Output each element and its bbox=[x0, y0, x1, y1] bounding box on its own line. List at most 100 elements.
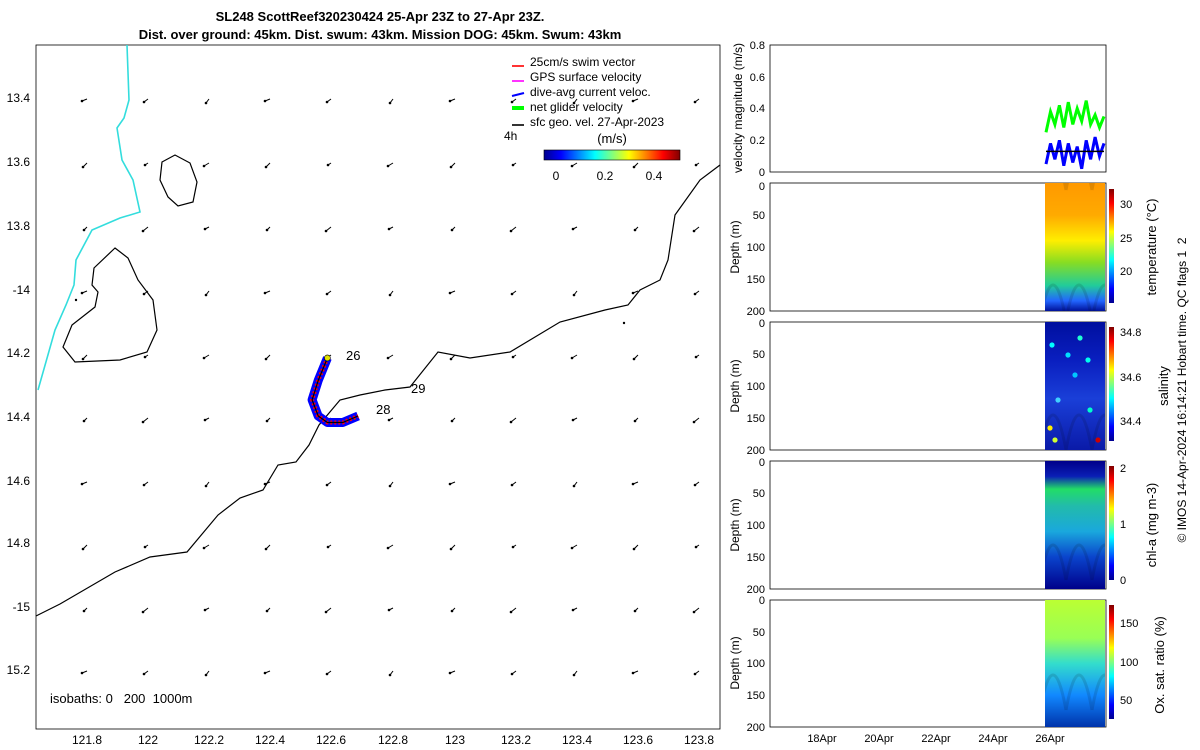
salinity-dot bbox=[1049, 342, 1055, 348]
y-tick-label: 150 bbox=[747, 690, 765, 702]
y-tick-label: 13.4 bbox=[7, 91, 31, 105]
y-tick-label: 0 bbox=[759, 457, 765, 469]
velocity-series bbox=[1044, 100, 1106, 170]
y-tick-label: -14 bbox=[13, 283, 31, 297]
x-tick-label: 123.4 bbox=[562, 733, 592, 747]
sfc-vel-arrowhead bbox=[448, 671, 452, 675]
salinity-dot bbox=[1095, 437, 1101, 443]
y-tick-label: 13.8 bbox=[7, 219, 31, 233]
shelf-isobath bbox=[35, 164, 721, 617]
sfc-vel-arrowhead bbox=[82, 609, 86, 613]
sfc-vel-arrowhead bbox=[633, 228, 637, 232]
temperature-cbar-ticks: 20 25 30 bbox=[1120, 199, 1132, 278]
cbar-tick: 34.6 bbox=[1120, 372, 1141, 384]
sfc-vel-arrowhead bbox=[263, 99, 267, 103]
chla-label: chl-a (mg m-3) bbox=[1144, 483, 1159, 568]
sfc-vel-arrowhead bbox=[81, 547, 85, 551]
y-tick-label: 200 bbox=[747, 584, 765, 596]
chart-title: SL248 ScottReef320230424 25-Apr 23Z to 2… bbox=[40, 8, 720, 44]
legend-label: GPS surface velocity bbox=[530, 70, 641, 84]
isobath-dot bbox=[622, 321, 626, 325]
sfc-vel-arrowhead bbox=[80, 482, 84, 486]
y-tick-label: 50 bbox=[753, 210, 765, 222]
cbar-tick: 100 bbox=[1120, 657, 1138, 669]
sfc-vel-arrowhead bbox=[692, 420, 696, 424]
sfc-vel-arrowhead bbox=[571, 227, 575, 231]
sfc-vel-arrowhead bbox=[265, 419, 269, 423]
age-label: 4h bbox=[504, 129, 517, 143]
sfc-vel-arrowhead bbox=[387, 227, 391, 231]
sfc-vel-arrowhead bbox=[510, 292, 514, 296]
x-tick-label: 122.2 bbox=[194, 733, 224, 747]
field-texture bbox=[1045, 461, 1105, 589]
cbar-tick: 30 bbox=[1120, 199, 1132, 211]
sfc-vel-arrowhead bbox=[633, 419, 637, 423]
colorbar-tick: 0.4 bbox=[646, 169, 663, 183]
y-tick-label: 50 bbox=[753, 488, 765, 500]
sfc-vel-arrowhead bbox=[450, 228, 454, 232]
sfc-vel-arrowhead bbox=[631, 291, 635, 295]
y-tick-label: 14.2 bbox=[7, 346, 31, 360]
y-tick-label: 100 bbox=[747, 658, 765, 670]
x-tick-label: 121.8 bbox=[72, 733, 102, 747]
date-tick-label: 26Apr bbox=[1035, 733, 1065, 745]
x-tick-label: 123.6 bbox=[623, 733, 653, 747]
salinity-label: salinity bbox=[1156, 366, 1171, 406]
temperature-colorbar bbox=[1109, 189, 1114, 303]
sfc-vel-arrowhead bbox=[265, 228, 269, 232]
cbar-tick: 25 bbox=[1120, 233, 1132, 245]
oxygen-cbar-ticks: 50 100 150 bbox=[1120, 618, 1138, 707]
y-tick-label: 14.4 bbox=[7, 410, 31, 424]
sfc-vel-arrowhead bbox=[509, 229, 513, 233]
x-tick-label: 123.2 bbox=[501, 733, 531, 747]
salinity-dot bbox=[1052, 437, 1058, 443]
sfc-vel-arrowhead bbox=[263, 671, 267, 675]
depth-ylabel: Depth (m) bbox=[728, 220, 742, 273]
sfc-vel-arrowhead bbox=[324, 610, 328, 614]
cbar-tick: 2 bbox=[1120, 463, 1126, 475]
title-line-1: SL248 ScottReef320230424 25-Apr 23Z to 2… bbox=[215, 9, 545, 24]
sfc-vel-arrowhead bbox=[631, 482, 635, 486]
sfc-vel-arrowhead bbox=[202, 356, 206, 360]
sfc-vel-arrowhead bbox=[326, 545, 330, 549]
sfc-vel-arrowhead bbox=[326, 163, 330, 167]
y-tick-label: 0.2 bbox=[750, 135, 765, 147]
velocity-panel: 0 0.2 0.4 0.6 0.8 velocity magnitude (m/… bbox=[731, 40, 1107, 179]
sfc-vel-arrowhead bbox=[204, 293, 208, 297]
sfc-vel-arrowhead bbox=[142, 100, 146, 104]
y-tick-label: 200 bbox=[747, 445, 765, 457]
x-tick-label: 123.8 bbox=[684, 733, 714, 747]
sfc-vel-arrowhead bbox=[387, 608, 391, 612]
depth-ylabel: Depth (m) bbox=[728, 359, 742, 412]
sfc-vel-arrowhead bbox=[142, 672, 146, 676]
oxygen-label: Ox. sat. ratio (%) bbox=[1152, 616, 1167, 714]
sfc-vel-arrowhead bbox=[693, 292, 697, 296]
sfc-vel-arrowhead bbox=[632, 357, 636, 361]
depth-ylabel: Depth (m) bbox=[728, 498, 742, 551]
sfc-vel-arrowhead bbox=[570, 356, 574, 360]
sfc-vel-arrowhead bbox=[142, 483, 146, 487]
sfc-vel-arrowhead bbox=[386, 546, 390, 550]
sfc-vel-arrowhead bbox=[510, 100, 514, 104]
sfc-vel-arrowhead bbox=[264, 547, 268, 551]
sfc-vel-arrowhead bbox=[449, 547, 453, 551]
chla-colorbar bbox=[1109, 466, 1114, 580]
sfc-vel-arrowhead bbox=[450, 419, 454, 423]
sfc-vel-arrowhead bbox=[388, 101, 392, 105]
salinity-dot bbox=[1087, 407, 1093, 413]
sfc-vel-arrowhead bbox=[450, 609, 454, 613]
salinity-colorbar bbox=[1109, 327, 1114, 441]
sfc-vel-arrowhead bbox=[141, 229, 145, 233]
sfc-vel-arrowhead bbox=[694, 163, 698, 167]
salinity-anomaly-dots bbox=[1047, 335, 1101, 443]
sfc-vel-arrowhead bbox=[82, 228, 86, 232]
y-tick-label: 150 bbox=[747, 413, 765, 425]
sfc-vel-arrowhead bbox=[324, 229, 328, 233]
isobath-label: isobaths: 0 200 1000m bbox=[50, 691, 192, 706]
y-tick-label: 100 bbox=[747, 381, 765, 393]
salinity-dot bbox=[1047, 425, 1053, 431]
y-tick-label: 14.6 bbox=[7, 474, 31, 488]
chla-cbar-ticks: 0 1 2 bbox=[1120, 463, 1126, 587]
sfc-vel-arrowhead bbox=[449, 357, 453, 361]
salinity-dot bbox=[1055, 397, 1061, 403]
